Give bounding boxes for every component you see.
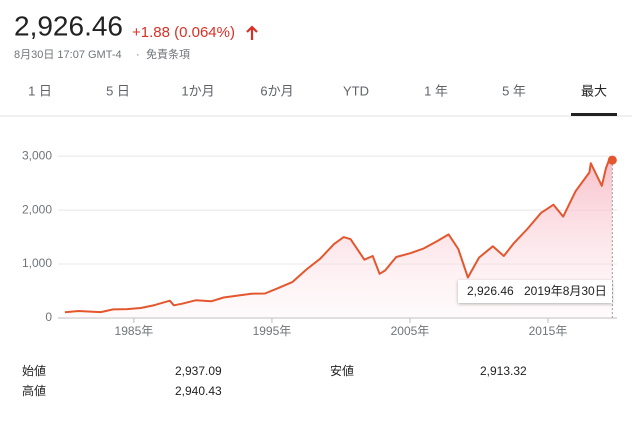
stat-value: 2,937.09 — [175, 364, 222, 378]
tab[interactable]: 6か月 — [260, 83, 293, 98]
price-change: +1.88 (0.064%) — [132, 24, 235, 41]
stat-label: 始値 — [22, 363, 46, 378]
stats-table: 始値 2,937.09 安値 2,913.32 高値 2,940.43 — [22, 363, 527, 398]
y-tick-label: 0 — [45, 310, 52, 324]
stat-value: 2,913.32 — [480, 364, 527, 378]
timestamp: 8月30日 17:07 GMT-4 — [14, 49, 122, 61]
stat-value: 2,940.43 — [175, 384, 222, 398]
tooltip-value: 2,926.46 — [467, 284, 514, 298]
tooltip: 2,926.46 2019年8月30日 — [458, 280, 612, 303]
separator: · — [136, 49, 140, 61]
up-arrow — [246, 25, 258, 40]
y-tick-label: 1,000 — [22, 256, 52, 270]
tab[interactable]: 1 日 — [28, 83, 52, 98]
x-tick-label: 1995年 — [253, 324, 292, 338]
hover-point — [607, 155, 617, 165]
active-tab-indicator — [571, 113, 617, 116]
disclaimer-link[interactable]: 免責条項 — [146, 47, 190, 61]
y-tick-label: 3,000 — [22, 148, 52, 162]
area-fill — [64, 157, 613, 318]
y-tick-label: 2,000 — [22, 202, 52, 216]
stat-label: 高値 — [22, 383, 46, 398]
tab[interactable]: 最大 — [581, 83, 607, 98]
tab-bar: 1 日 5 日 1か月 6か月 YTD 1 年 5 年 最大 — [28, 83, 617, 116]
tooltip-box — [458, 280, 612, 303]
chart: 0 1,000 2,000 3,000 1985年 1995年 2005年 2015年 2,92… — [22, 148, 617, 338]
tooltip-date: 2019年8月30日 — [524, 284, 607, 298]
x-tick-label: 1985年 — [115, 324, 154, 338]
price-line — [64, 156, 614, 314]
x-tick-label: 2005年 — [391, 324, 430, 338]
tab[interactable]: 1か月 — [181, 83, 214, 98]
x-tick-label: 2015年 — [529, 324, 568, 338]
tab[interactable]: 5 年 — [502, 83, 526, 98]
tab[interactable]: YTD — [343, 83, 369, 98]
tab[interactable]: 5 日 — [106, 83, 130, 98]
price: 2,926.46 — [14, 10, 123, 41]
tab[interactable]: 1 年 — [424, 83, 448, 98]
stat-label: 安値 — [330, 363, 354, 378]
